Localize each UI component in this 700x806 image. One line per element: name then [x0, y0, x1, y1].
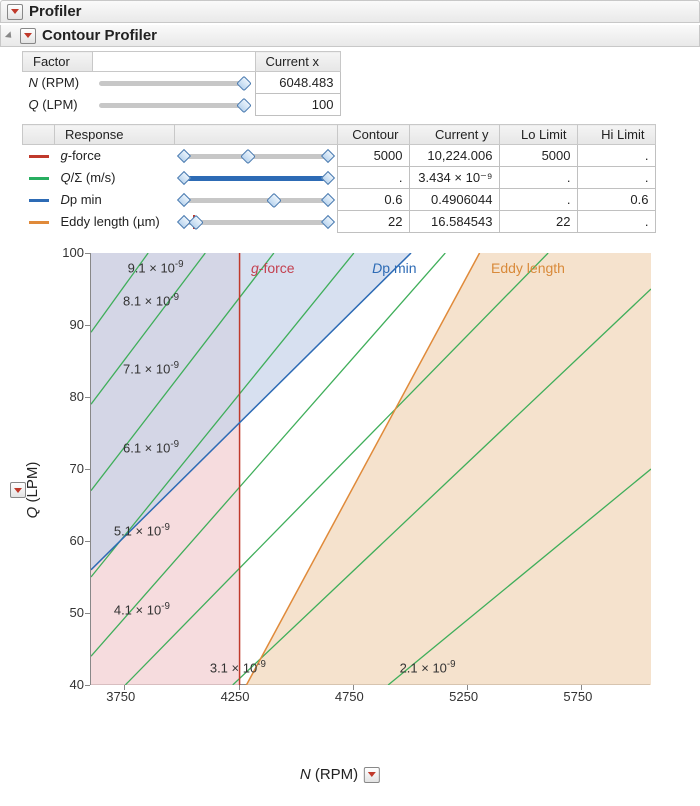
- contour-chart: Q (LPM) g-force Dp min Eddy length 9.1 × 10…: [10, 245, 670, 735]
- y-tick: 50: [56, 605, 84, 620]
- isoline-label: 5.1 × 10-9: [114, 522, 170, 538]
- disclosure-icon[interactable]: [5, 31, 14, 40]
- factor-name: Q (LPM): [23, 94, 93, 116]
- response-color-mark: [29, 155, 49, 158]
- response-slider[interactable]: [181, 192, 331, 208]
- response-name: g-force: [55, 145, 175, 167]
- response-currenty: 3.434 × 10⁻⁹: [409, 167, 499, 189]
- col-lolimit: Lo Limit: [499, 125, 577, 145]
- response-lolimit[interactable]: 22: [499, 211, 577, 233]
- col-contour: Contour: [337, 125, 409, 145]
- responses-table: Response Contour Current y Lo Limit Hi L…: [22, 124, 656, 233]
- response-hilimit[interactable]: 0.6: [577, 189, 655, 211]
- menu-arrow-icon: [24, 33, 32, 38]
- contour-menu-button[interactable]: [20, 28, 36, 44]
- factor-slider[interactable]: [99, 75, 249, 91]
- col-response: Response: [55, 125, 175, 145]
- response-name: Eddy length (µm): [55, 211, 175, 233]
- response-name: Q/Σ (m/s): [55, 167, 175, 189]
- x-axis-menu-button[interactable]: [364, 767, 380, 783]
- response-hilimit[interactable]: .: [577, 167, 655, 189]
- region-label-g-force: g-force: [251, 260, 295, 276]
- factor-slider[interactable]: [99, 97, 249, 113]
- isoline-label: 4.1 × 10-9: [114, 601, 170, 617]
- y-tick: 100: [56, 245, 84, 260]
- col-hilimit: Hi Limit: [577, 125, 655, 145]
- y-axis-label: Q (LPM): [24, 462, 41, 519]
- response-currenty: 10,224.006: [409, 145, 499, 167]
- menu-arrow-icon: [368, 772, 376, 777]
- y-tick: 70: [56, 461, 84, 476]
- x-tick: 3750: [106, 689, 135, 704]
- response-lolimit[interactable]: .: [499, 189, 577, 211]
- isoline-label: 8.1 × 10-9: [123, 292, 179, 308]
- factors-table: Factor Current x N (RPM) 6048.483 Q (LPM) 1…: [22, 51, 341, 116]
- response-slider[interactable]: [181, 170, 331, 186]
- profiler-menu-button[interactable]: [7, 4, 23, 20]
- plot-area[interactable]: g-force Dp min Eddy length 9.1 × 10-9 8.1 × …: [90, 253, 650, 685]
- isoline-label: 3.1 × 10-9: [210, 659, 266, 675]
- x-tick: 5750: [563, 689, 592, 704]
- response-hilimit[interactable]: .: [577, 211, 655, 233]
- response-color-mark: [29, 221, 49, 224]
- menu-arrow-icon: [11, 9, 19, 14]
- response-slider[interactable]: [181, 214, 331, 230]
- isoline-label: 2.1 × 10-9: [400, 659, 456, 675]
- region-label-eddy-length: Eddy length: [491, 260, 565, 276]
- response-contour[interactable]: 0.6: [337, 189, 409, 211]
- profiler-header[interactable]: Profiler: [0, 0, 700, 23]
- factor-name: N (RPM): [23, 72, 93, 94]
- contour-profiler-header[interactable]: Contour Profiler: [0, 25, 700, 47]
- response-currenty: 16.584543: [409, 211, 499, 233]
- y-tick: 80: [56, 389, 84, 404]
- y-tick: 90: [56, 317, 84, 332]
- response-color-mark: [29, 199, 49, 202]
- y-tick: 60: [56, 533, 84, 548]
- response-color-mark: [29, 177, 49, 180]
- isoline-label: 9.1 × 10-9: [128, 259, 184, 275]
- plot-svg: [91, 253, 651, 685]
- response-lolimit[interactable]: .: [499, 167, 577, 189]
- response-name: Dp min: [55, 189, 175, 211]
- x-tick: 5250: [449, 689, 478, 704]
- response-currenty: 0.4906044: [409, 189, 499, 211]
- factor-value[interactable]: 6048.483: [255, 72, 340, 94]
- region-label-Dp-min: Dp min: [372, 260, 416, 276]
- isoline-label: 7.1 × 10-9: [123, 360, 179, 376]
- x-tick: 4250: [221, 689, 250, 704]
- col-currenty: Current y: [409, 125, 499, 145]
- response-hilimit[interactable]: .: [577, 145, 655, 167]
- profiler-title: Profiler: [29, 3, 82, 20]
- response-contour[interactable]: 5000: [337, 145, 409, 167]
- col-currentx: Current x: [255, 52, 340, 72]
- response-lolimit[interactable]: 5000: [499, 145, 577, 167]
- menu-arrow-icon: [14, 488, 22, 493]
- x-tick: 4750: [335, 689, 364, 704]
- contour-profiler-title: Contour Profiler: [42, 27, 157, 44]
- y-tick: 40: [56, 677, 84, 692]
- factors-section: Factor Current x N (RPM) 6048.483 Q (LPM) 1…: [0, 47, 700, 116]
- factor-value[interactable]: 100: [255, 94, 340, 116]
- responses-section: Response Contour Current y Lo Limit Hi L…: [0, 116, 700, 233]
- col-factor: Factor: [23, 52, 93, 72]
- x-axis-label: N (RPM): [300, 766, 358, 783]
- response-contour[interactable]: 22: [337, 211, 409, 233]
- response-slider[interactable]: [181, 148, 331, 164]
- response-contour[interactable]: .: [337, 167, 409, 189]
- isoline-label: 6.1 × 10-9: [123, 439, 179, 455]
